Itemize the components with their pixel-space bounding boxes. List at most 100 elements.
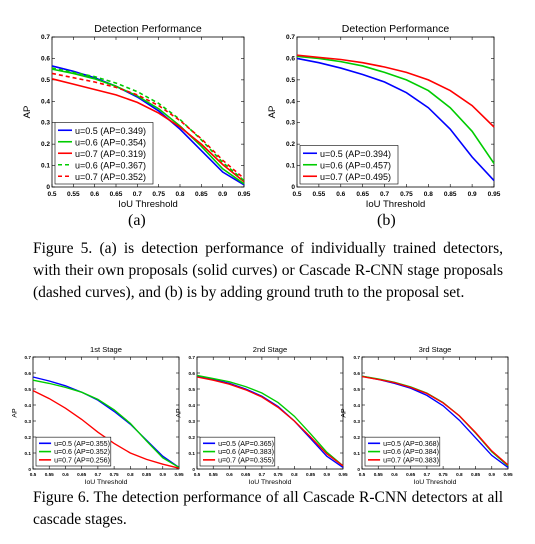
y-tick-label: 0.1 (354, 451, 361, 456)
x-tick-label: 0.5 (359, 472, 366, 477)
x-tick-label: 0.75 (400, 191, 413, 198)
plot-frame (296, 36, 495, 188)
series-line-3 (196, 376, 344, 467)
y-tick-label: 0.7 (286, 34, 295, 41)
legend-label-2: u=0.6 (AP=0.457) (320, 160, 391, 170)
x-tick-label: 0.85 (142, 472, 151, 477)
y-tick-label: 0.5 (25, 387, 32, 392)
x-tick-label: 0.65 (110, 191, 123, 198)
y-tick-label: 0 (28, 467, 31, 472)
chart-1: 0.5 0.55 0.6 0.65 0.7 0.75 0.8 0.85 0.9 0.95 0 0.1 0… (22, 23, 251, 210)
chart-title: 2nd Stage (253, 345, 287, 354)
x-tick-label: 0.55 (45, 472, 54, 477)
x-tick-label: 0.9 (218, 191, 227, 198)
x-tick-label: 0.6 (391, 472, 398, 477)
plot-frame (361, 356, 509, 470)
x-tick-label: 0.7 (380, 191, 389, 198)
y-axis-label: AP (267, 106, 278, 119)
y-axis-label: AP (12, 408, 19, 418)
x-tick-label: 0.7 (424, 472, 431, 477)
plot-frame (51, 36, 245, 188)
x-tick-label: 0.7 (95, 472, 102, 477)
legend-label-1: u=0.5 (AP=0.355) (54, 440, 110, 448)
y-tick-label: 0.1 (25, 451, 32, 456)
y-tick-label: 0 (46, 184, 50, 191)
legend: u=0.5 (AP=0.368)u=0.6 (AP=0.384)u=0.7 (A… (364, 436, 441, 467)
y-tick-label: 0.4 (41, 98, 50, 105)
x-tick-label: 0.55 (313, 191, 326, 198)
x-tick-label: 0.75 (110, 472, 119, 477)
y-tick-label: 0.1 (286, 163, 295, 170)
y-tick-label: 0.4 (354, 403, 361, 408)
x-tick-label: 0.65 (77, 472, 86, 477)
x-tick-label: 0.55 (374, 472, 383, 477)
x-tick-label: 0.75 (274, 472, 283, 477)
x-tick-label: 0.5 (47, 191, 56, 198)
y-tick-label: 0.3 (189, 419, 196, 424)
x-tick-label: 0.65 (406, 472, 415, 477)
y-tick-label: 0.3 (354, 419, 361, 424)
chart-2: 0.5 0.55 0.6 0.65 0.7 0.75 0.8 0.85 0.9 0.95 0 0.1 0… (267, 23, 501, 210)
series-line-5 (51, 72, 245, 180)
legend-label-2: u=0.6 (AP=0.352) (54, 448, 110, 456)
x-tick-label: 0.65 (241, 472, 250, 477)
series-line-2 (296, 55, 495, 164)
x-tick-label: 0.55 (67, 191, 80, 198)
legend: u=0.5 (AP=0.355)u=0.6 (AP=0.352)u=0.7 (A… (35, 436, 112, 467)
series-line-3 (296, 54, 495, 128)
legend: u=0.5 (AP=0.365)u=0.6 (AP=0.383)u=0.7 (A… (199, 436, 276, 467)
x-tick-label: 0.85 (195, 191, 208, 198)
legend-label-3: u=0.7 (AP=0.383) (383, 457, 439, 465)
x-tick-label: 0.6 (226, 472, 233, 477)
x-axis-label: IoU Threshold (414, 479, 457, 486)
x-axis-label: IoU Threshold (366, 199, 426, 210)
y-axis-label: AP (176, 408, 183, 418)
legend-label-3: u=0.7 (AP=0.355) (218, 457, 274, 465)
y-tick-label: 0.6 (189, 371, 196, 376)
legend-label-3: u=0.7 (AP=0.256) (54, 457, 110, 465)
y-tick-label: 0 (357, 467, 360, 472)
y-tick-label: 0 (192, 467, 195, 472)
x-tick-label: 0.95 (503, 472, 512, 477)
y-tick-label: 0.5 (286, 77, 295, 84)
x-tick-label: 0.8 (127, 472, 134, 477)
chart-title: Detection Performance (94, 23, 202, 35)
series-line-3 (361, 375, 509, 466)
series-line-2 (32, 379, 180, 468)
chart-title: Detection Performance (342, 23, 450, 35)
y-tick-label: 0.7 (25, 355, 32, 360)
y-axis-label: AP (22, 106, 33, 119)
plot-frame (196, 356, 344, 470)
series-line-1 (32, 376, 180, 468)
y-tick-label: 0.4 (25, 403, 32, 408)
x-tick-label: 0.9 (160, 472, 167, 477)
x-tick-label: 0.75 (439, 472, 448, 477)
x-tick-label: 0.95 (238, 191, 251, 198)
x-tick-label: 0.6 (90, 191, 99, 198)
y-tick-label: 0.2 (286, 141, 295, 148)
legend: u=0.5 (AP=0.349)u=0.6 (AP=0.354) u=0.7 (A… (54, 122, 154, 185)
x-tick-label: 0.7 (133, 191, 142, 198)
x-tick-label: 0.8 (424, 191, 433, 198)
x-tick-label: 0.6 (62, 472, 69, 477)
legend-label-3: u=0.7 (AP=0.495) (320, 172, 391, 182)
x-tick-label: 0.5 (30, 472, 37, 477)
fig5-a-label: (a) (128, 212, 146, 229)
x-tick-label: 0.5 (292, 191, 301, 198)
y-tick-label: 0.5 (189, 387, 196, 392)
x-tick-label: 0.55 (209, 472, 218, 477)
fig5-caption: Figure 5. (a) is detection performance o… (33, 240, 503, 301)
y-tick-label: 0.4 (189, 403, 196, 408)
chart-3: 0.5 0.55 0.6 0.65 0.7 0.75 0.8 0.85 0.9 0.95 0 0.1 0… (12, 345, 184, 486)
y-axis-label: AP (341, 408, 348, 418)
chart-title: 3rd Stage (419, 345, 452, 354)
chart-4: 0.5 0.55 0.6 0.65 0.7 0.75 0.8 0.85 0.9 0.95 0 0.1 0… (176, 345, 348, 486)
legend-label-1: u=0.5 (AP=0.394) (320, 149, 391, 159)
legend-label-2: u=0.6 (AP=0.383) (218, 448, 274, 456)
x-tick-label: 0.8 (291, 472, 298, 477)
legend-label-4: u=0.6 (AP=0.367) (75, 160, 146, 170)
y-tick-label: 0.7 (41, 34, 50, 41)
series-line-2 (51, 68, 245, 185)
y-tick-label: 0.2 (189, 435, 196, 440)
x-tick-label: 0.9 (324, 472, 331, 477)
